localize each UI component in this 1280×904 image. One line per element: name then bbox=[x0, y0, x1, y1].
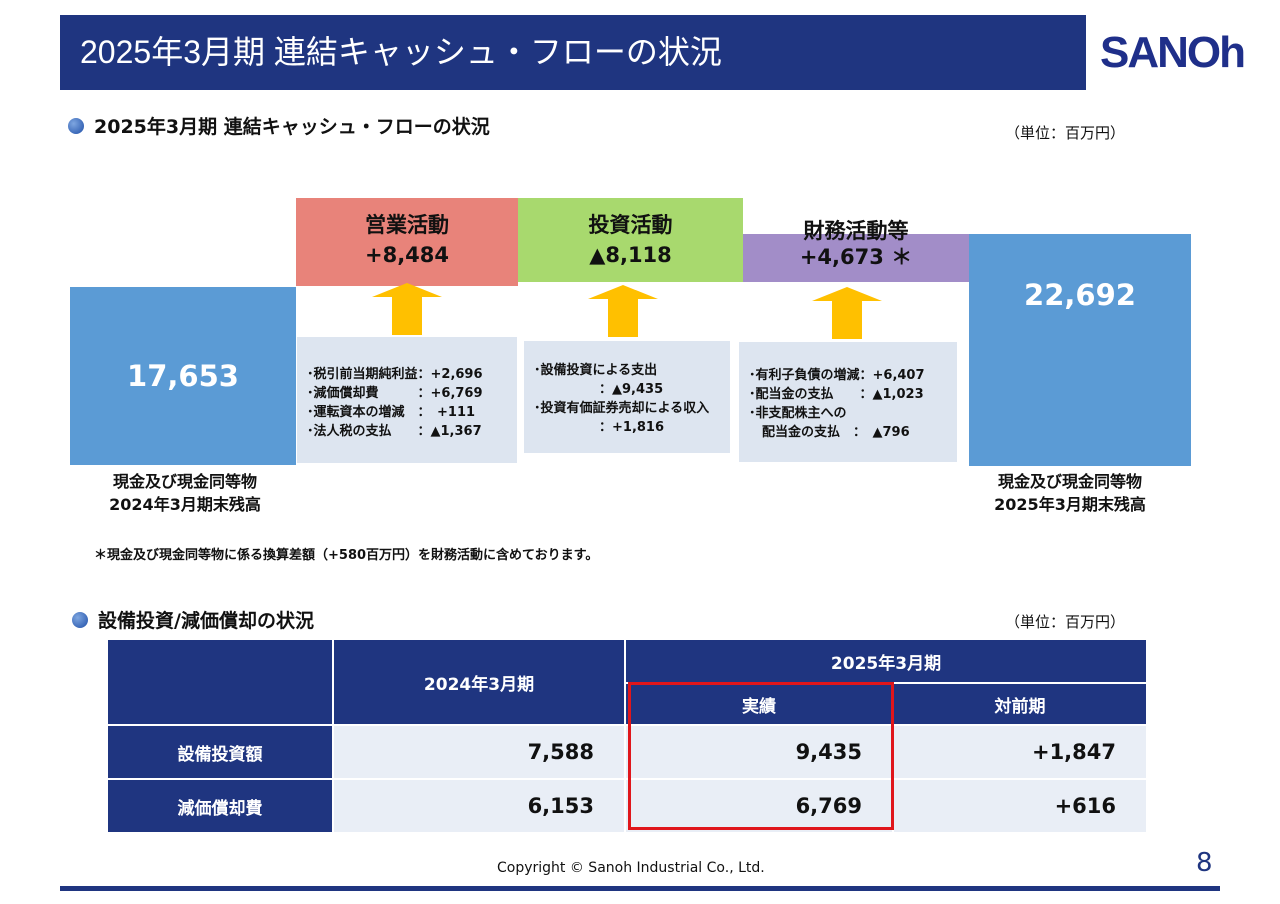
bullet-icon bbox=[72, 611, 88, 628]
investing-details: ･設備投資による支出 ：▲9,435 ･投資有価証券売却による収入 ：+1,81… bbox=[524, 341, 730, 453]
activity-title: 営業活動 bbox=[365, 213, 449, 237]
begin-balance-label: 現金及び現金同等物 2024年3月期末残高 bbox=[80, 470, 290, 516]
up-arrow-icon bbox=[812, 287, 882, 339]
footnote: ＊現金及び現金同等物に係る換算差額（+580百万円）を財務活動に含めております。 bbox=[94, 548, 599, 563]
page-number: 8 bbox=[1196, 848, 1213, 878]
activity-title: 財務活動等 bbox=[803, 219, 909, 243]
up-arrow-icon bbox=[588, 285, 658, 337]
sanoh-logo: SANOh bbox=[1100, 28, 1246, 77]
investing-activity-bar: 投資活動 ▲8,118 bbox=[518, 198, 743, 282]
section-title: 設備投資/減価償却の状況 bbox=[98, 610, 314, 632]
footer-rule bbox=[60, 886, 1220, 891]
label-line: 現金及び現金同等物 bbox=[112, 472, 257, 491]
activity-value: +8,484 bbox=[364, 243, 450, 267]
activity-value: +4,673 ＊ bbox=[799, 245, 913, 269]
end-balance-label: 現金及び現金同等物 2025年3月期末残高 bbox=[960, 470, 1180, 516]
highlight-box bbox=[628, 682, 894, 830]
label-line: 2025年3月期末残高 bbox=[994, 495, 1146, 514]
header-yoy: 対前期 bbox=[892, 682, 1148, 726]
activity-title: 投資活動 bbox=[588, 213, 673, 237]
slide-title: 2025年3月期 連結キャッシュ・フローの状況 bbox=[60, 15, 1086, 90]
cell-prev: 6,153 bbox=[332, 778, 626, 834]
unit-label: （単位：百万円） bbox=[1005, 124, 1126, 142]
unit-label: （単位：百万円） bbox=[1005, 613, 1126, 631]
section-capex-heading: 設備投資/減価償却の状況 bbox=[72, 606, 314, 633]
bullet-icon bbox=[68, 117, 84, 134]
cell-yoy: +616 bbox=[892, 778, 1148, 834]
cell-yoy: +1,847 bbox=[892, 724, 1148, 780]
label-line: 2024年3月期末残高 bbox=[109, 495, 261, 514]
financing-activity-bar: 財務活動等 +4,673 ＊ bbox=[743, 219, 969, 282]
header-prev-year: 2024年3月期 bbox=[332, 638, 626, 726]
operating-details: ･税引前当期純利益：+2,696 ･減価償却費 ：+6,769 ･運転資本の増減… bbox=[297, 337, 517, 463]
operating-activity-bar: 営業活動 +8,484 bbox=[296, 198, 518, 286]
end-balance-bar: 22,692 bbox=[969, 234, 1191, 466]
activity-value: ▲8,118 bbox=[589, 243, 672, 267]
table-row: 減価償却費 6,153 6,769 +616 bbox=[106, 778, 1148, 834]
section-title: 2025年3月期 連結キャッシュ・フローの状況 bbox=[94, 116, 490, 138]
financing-details: ･有利子負債の増減：+6,407 ･配当金の支払 ：▲1,023 ･非支配株主へ… bbox=[739, 342, 957, 462]
copyright: Copyright © Sanoh Industrial Co., Ltd. bbox=[497, 860, 765, 876]
header-current-year: 2025年3月期 bbox=[624, 638, 1148, 684]
header-actual: 実績 bbox=[624, 682, 894, 726]
table-row: 設備投資額 7,588 9,435 +1,847 bbox=[106, 724, 1148, 780]
row-label: 設備投資額 bbox=[106, 724, 334, 780]
up-arrow-icon bbox=[372, 283, 442, 335]
cell-prev: 7,588 bbox=[332, 724, 626, 780]
section-cashflow-heading: 2025年3月期 連結キャッシュ・フローの状況 bbox=[68, 112, 490, 139]
row-label: 減価償却費 bbox=[106, 778, 334, 834]
label-line: 現金及び現金同等物 bbox=[997, 472, 1142, 491]
capex-table: 2024年3月期 2025年3月期 実績 対前期 設備投資額 7,588 9,4… bbox=[106, 638, 1148, 834]
table-corner bbox=[106, 638, 334, 726]
begin-balance-bar: 17,653 bbox=[70, 287, 296, 465]
